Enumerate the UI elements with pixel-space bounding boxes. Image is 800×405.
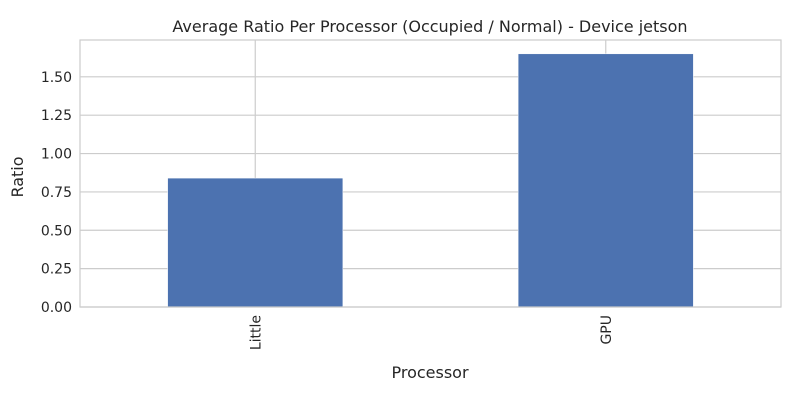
y-axis-label: Ratio — [8, 156, 27, 197]
x-tick-labels: Little GPU — [248, 315, 615, 350]
x-tick-label: GPU — [599, 315, 615, 345]
y-tick-label: 1.25 — [41, 108, 72, 124]
chart-title: Average Ratio Per Processor (Occupied / … — [172, 17, 687, 36]
y-tick-label: 0.25 — [41, 262, 72, 278]
plot-frame — [79, 39, 782, 308]
x-tick-label: Little — [248, 315, 264, 350]
y-tick-labels: 0.00 0.25 0.50 0.75 1.00 1.25 1.50 — [41, 70, 72, 316]
y-tick-label: 0.75 — [41, 185, 72, 201]
y-tick-label: 1.50 — [41, 70, 72, 86]
y-tick-label: 0.50 — [41, 223, 72, 239]
bar-little — [167, 177, 344, 308]
y-tick-label: 1.00 — [41, 147, 72, 163]
bar-gpu — [517, 53, 694, 308]
bars — [167, 53, 694, 308]
x-axis-label: Processor — [391, 363, 468, 382]
y-tick-label: 0.00 — [41, 300, 72, 316]
